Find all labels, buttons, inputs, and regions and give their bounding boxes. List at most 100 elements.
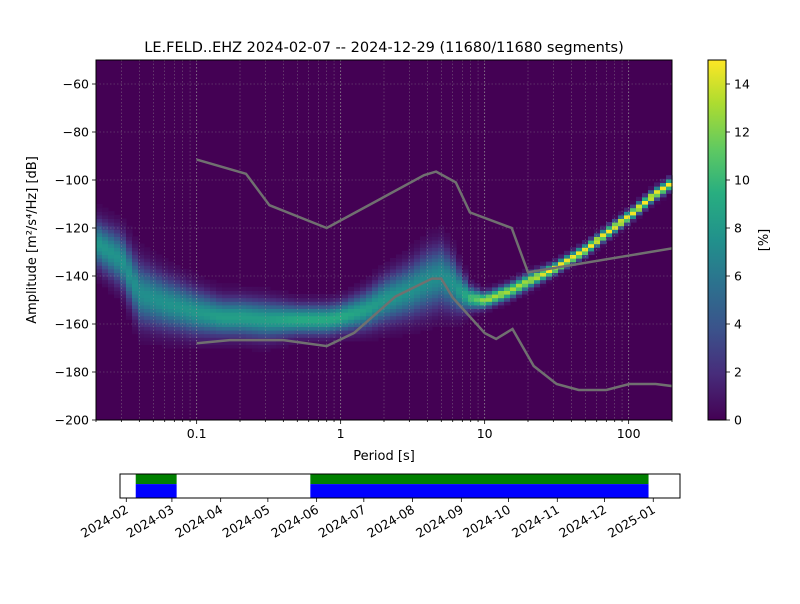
ppsd-bin bbox=[120, 222, 127, 227]
ppsd-bin bbox=[306, 297, 313, 302]
ppsd-bin bbox=[396, 330, 403, 335]
ppsd-bin bbox=[456, 294, 463, 299]
ppsd-bin bbox=[648, 186, 655, 191]
ppsd-bin bbox=[198, 315, 205, 320]
ppsd-bin bbox=[450, 312, 457, 317]
ppsd-bin bbox=[522, 286, 529, 291]
ppsd-bin bbox=[126, 315, 133, 320]
ppsd-bin bbox=[462, 265, 469, 270]
ppsd-bin bbox=[450, 279, 457, 284]
ppsd-bin bbox=[252, 348, 259, 353]
ppsd-bin bbox=[336, 315, 343, 320]
ppsd-bin bbox=[186, 330, 193, 335]
ppsd-bin bbox=[264, 330, 271, 335]
ppsd-bin bbox=[174, 268, 181, 273]
ppsd-bin bbox=[312, 326, 319, 331]
ppsd-bin bbox=[156, 276, 163, 281]
ppsd-bin bbox=[192, 286, 199, 291]
ppsd-bin bbox=[144, 319, 151, 324]
ppsd-bin bbox=[648, 193, 655, 198]
ppsd-bin bbox=[252, 326, 259, 331]
ppsd-bin bbox=[144, 254, 151, 259]
ppsd-bin bbox=[114, 268, 121, 273]
availability-segments bbox=[135, 474, 649, 498]
ppsd-bin bbox=[492, 294, 499, 299]
ppsd-bin bbox=[168, 308, 175, 313]
ppsd-bin bbox=[468, 297, 475, 302]
ppsd-bin bbox=[96, 207, 103, 212]
ppsd-bin bbox=[342, 319, 349, 324]
ppsd-bin bbox=[408, 268, 415, 273]
ppsd-bin bbox=[402, 283, 409, 288]
ppsd-bin bbox=[204, 319, 211, 324]
ppsd-bin bbox=[258, 333, 265, 338]
ppsd-bin bbox=[240, 330, 247, 335]
ppsd-bin bbox=[594, 243, 601, 248]
ppsd-bin bbox=[426, 247, 433, 252]
ppsd-bin bbox=[240, 315, 247, 320]
ppsd-bin bbox=[252, 301, 259, 306]
ppsd-bin bbox=[150, 308, 157, 313]
ppsd-bin bbox=[396, 322, 403, 327]
ppsd-bin bbox=[264, 312, 271, 317]
ppsd-bin bbox=[180, 290, 187, 295]
ppsd-bin bbox=[462, 276, 469, 281]
ppsd-bin bbox=[120, 272, 127, 277]
ppsd-bin bbox=[402, 276, 409, 281]
ppsd-bin bbox=[126, 232, 133, 237]
ppsd-bin bbox=[300, 315, 307, 320]
date-tick-label: 2024-10 bbox=[460, 502, 513, 541]
ppsd-bin bbox=[108, 254, 115, 259]
ppsd-bin bbox=[372, 304, 379, 309]
ppsd-bin bbox=[486, 297, 493, 302]
ppsd-bin bbox=[162, 265, 169, 270]
x-axis-ticks: 0.1 1 10 100 bbox=[95, 420, 673, 441]
ppsd-bin bbox=[354, 333, 361, 338]
x-axis-label: Period [s] bbox=[353, 449, 415, 464]
ppsd-bin bbox=[378, 265, 385, 270]
ppsd-bin bbox=[300, 333, 307, 338]
ppsd-bin bbox=[180, 279, 187, 284]
ppsd-bin bbox=[420, 283, 427, 288]
ppsd-bin bbox=[114, 218, 121, 223]
ppsd-bin bbox=[372, 272, 379, 277]
ppsd-bin bbox=[210, 294, 217, 299]
ppsd-bin bbox=[132, 243, 139, 248]
ppsd-bin bbox=[144, 272, 151, 277]
ppsd-bin bbox=[432, 294, 439, 299]
ppsd-bin bbox=[366, 304, 373, 309]
ppsd-bin bbox=[186, 294, 193, 299]
ppsd-bin bbox=[222, 330, 229, 335]
ppsd-bin bbox=[114, 286, 121, 291]
ppsd-bin bbox=[156, 297, 163, 302]
ppsd-bin bbox=[456, 322, 463, 327]
ppsd-bin bbox=[474, 308, 481, 313]
ppsd-bin bbox=[600, 229, 607, 234]
ppsd-bin bbox=[426, 286, 433, 291]
ppsd-bin bbox=[384, 290, 391, 295]
ppsd-bin bbox=[168, 344, 175, 349]
ppsd-bin bbox=[108, 261, 115, 266]
ppsd-bin bbox=[384, 286, 391, 291]
ppsd-bin bbox=[258, 301, 265, 306]
ppsd-bin bbox=[276, 297, 283, 302]
ppsd-bin bbox=[156, 286, 163, 291]
ppsd-bin bbox=[282, 304, 289, 309]
ppsd-bin bbox=[630, 204, 637, 209]
ppsd-bin bbox=[192, 308, 199, 313]
ppsd-bin bbox=[450, 276, 457, 281]
ppsd-bin bbox=[504, 286, 511, 291]
ppsd-bin bbox=[300, 294, 307, 299]
ppsd-bin bbox=[132, 315, 139, 320]
ppsd-bin bbox=[294, 294, 301, 299]
ppsd-bin bbox=[138, 254, 145, 259]
ppsd-bin bbox=[156, 326, 163, 331]
ppsd-bin bbox=[318, 333, 325, 338]
ppsd-bin bbox=[210, 304, 217, 309]
ppsd-bin bbox=[114, 276, 121, 281]
ppsd-bin bbox=[216, 283, 223, 288]
ppsd-bin bbox=[528, 283, 535, 288]
ppsd-bin bbox=[474, 312, 481, 317]
ppsd-bin bbox=[180, 340, 187, 345]
ppsd-bin bbox=[156, 261, 163, 266]
